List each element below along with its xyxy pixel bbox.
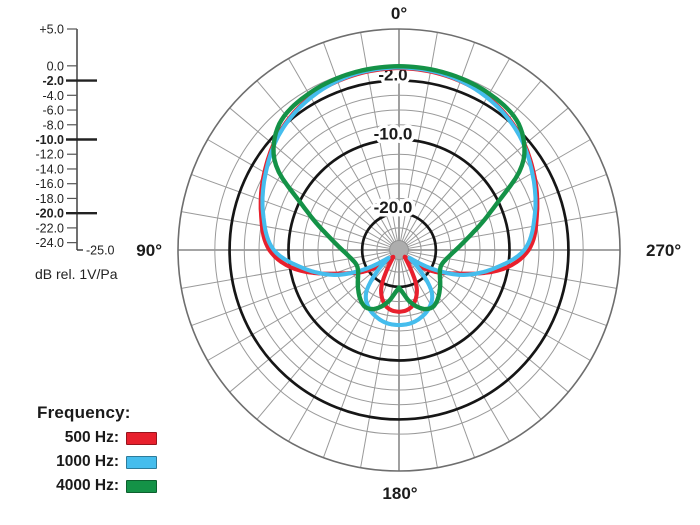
db-scale-tick-label: -24.0 [36,236,65,250]
legend-heading: Frequency: [37,403,131,422]
angle-label-0: 0° [391,4,407,23]
db-scale-tick-label: -10.0 [36,133,65,147]
polar-spoke [400,32,438,241]
polar-spoke [408,173,607,248]
legend-item-500hz: 500 Hz: [37,429,157,447]
db-scale-tick-label: 0.0 [47,59,64,73]
polar-spoke [191,173,390,248]
angle-label-270: 270° [646,241,681,260]
polar-spoke [360,259,398,468]
db-scale-tick-label: -12.0 [36,148,65,162]
legend-label-4000hz: 4000 Hz: [56,477,119,494]
legend-swatch-green [126,479,157,493]
db-scale-tick-label: -6.0 [42,104,64,118]
polar-spoke [322,42,397,241]
polar-spoke [181,251,390,289]
legend-item-4000hz: 4000 Hz: [37,477,157,495]
legend-label-1000hz: 1000 Hz: [56,453,119,470]
legend-swatch-blue [126,455,157,469]
polar-spoke [403,258,510,442]
curve-4000hz [271,64,527,312]
db-scale-tick-label: -14.0 [36,162,65,176]
legend-label-500hz: 500 Hz: [64,429,119,446]
polar-spoke [400,259,438,468]
polar-spoke [229,107,392,244]
polar-ring-bold [287,138,511,362]
polar-ring-bold [228,79,570,421]
polar-ring [302,153,496,347]
polar-spoke [229,256,392,393]
polar-spoke [407,139,591,246]
polar-ring [332,183,466,317]
ring-label--10: -10.0 [374,125,413,144]
polar-ring [317,168,481,332]
db-scale-tick-label: -16.0 [36,177,65,191]
polar-spoke [408,251,617,289]
curve-1000hz [260,65,538,328]
polar-spoke [181,211,390,249]
polar-spoke [406,107,569,244]
polar-spoke [401,259,476,458]
db-scale-tick-label: -2.0 [42,74,64,88]
ring-label--20: -20.0 [374,198,413,217]
db-scale-tick-label: -18.0 [36,192,65,206]
legend-item-1000hz: 1000 Hz: [37,453,157,471]
polar-ring [243,94,555,406]
polar-spoke [256,80,393,243]
angle-label-90: 90° [136,241,162,260]
db-scale-tick-label: -22.0 [36,221,65,235]
polar-spoke [207,139,391,246]
db-scale-tick-label: -8.0 [42,118,64,132]
legend: Frequency: 500 Hz: 1000 Hz: 4000 Hz: [37,403,157,495]
polar-spoke [288,58,395,242]
db-reference-label: dB rel. 1V/Pa [35,266,118,282]
polar-outer-ring [177,28,621,472]
db-scale-end-label: -25.0 [86,244,115,258]
polar-spoke [401,42,476,241]
polar-spoke [405,80,542,243]
legend-swatch-red [126,431,157,445]
polar-center-dot [389,240,409,260]
db-scale-tick-label: -20.0 [36,207,65,221]
polar-spoke [406,256,569,393]
angle-label-180: 180° [382,484,417,503]
polar-spoke [408,211,617,249]
db-scale-tick-label: +5.0 [39,23,64,37]
polar-spoke [360,32,398,241]
db-scale-tick-label: -4.0 [42,89,64,103]
polar-spoke [322,259,397,458]
polar-spoke [288,258,395,442]
polar-ring [376,227,422,273]
polar-ring [346,197,452,303]
polar-ring [258,109,540,391]
polar-spoke [403,58,510,242]
